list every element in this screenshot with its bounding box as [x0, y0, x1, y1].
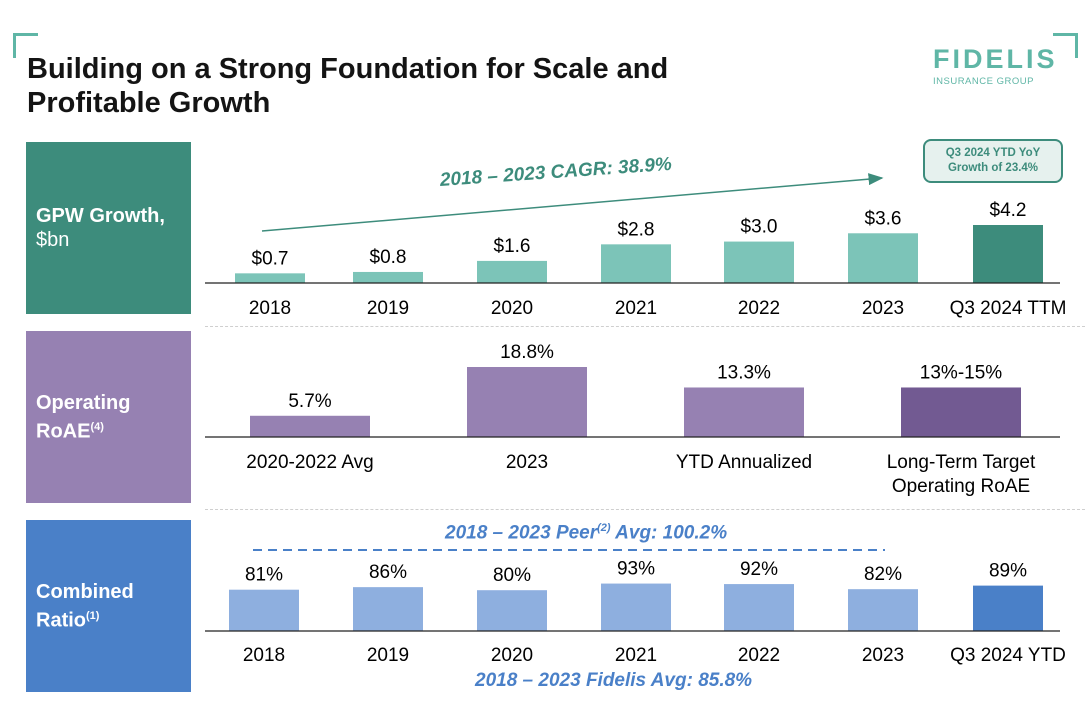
- roae-section-label: Operating RoAE(4): [26, 331, 191, 503]
- cr-bar: [724, 584, 794, 631]
- cr-category-label: 2019: [367, 645, 409, 666]
- cr-bar: [353, 587, 423, 631]
- gpw-value-label: $4.2: [990, 200, 1027, 221]
- gpw-bar: [353, 271, 423, 283]
- cr-bar: [601, 583, 671, 631]
- roae-category-label: YTD Annualized: [676, 452, 812, 473]
- cr-value-label: 93%: [617, 559, 655, 580]
- section-divider-2: [205, 509, 1085, 510]
- roae-category-label: Operating RoAE: [892, 476, 1030, 497]
- roae-label-footnote: (4): [90, 420, 104, 433]
- cagr-arrow: [261, 173, 884, 232]
- cr-label-line1: Combined: [36, 580, 134, 603]
- roae-label-line2: RoAE: [36, 420, 91, 443]
- gpw-value-label: $0.8: [370, 247, 407, 268]
- roae-category-label: 2023: [506, 452, 548, 473]
- cr-category-label: 2018: [243, 645, 285, 666]
- ytd-callout-line1: Q3 2024 YTD YoY: [945, 147, 1041, 159]
- cr-bar: [229, 589, 299, 631]
- cr-bar: [973, 585, 1043, 631]
- gpw-category-label: 2019: [367, 298, 409, 319]
- title-line-2: Profitable Growth: [27, 87, 271, 119]
- roae-category-label: 2020-2022 Avg: [246, 452, 374, 473]
- gpw-label-line2: $bn: [36, 229, 70, 251]
- roae-label-line1: Operating: [36, 391, 131, 414]
- gpw-value-label: $3.0: [741, 217, 778, 238]
- ytd-callout-line2: Growth of 23.4%: [947, 162, 1039, 174]
- fidelis-logo: FIDELIS INSURANCE GROUP: [933, 44, 1058, 87]
- cr-value-label: 80%: [493, 565, 531, 586]
- cr-category-label: 2020: [491, 645, 533, 666]
- roae-value-label: 18.8%: [500, 342, 554, 363]
- gpw-value-label: $2.8: [618, 219, 655, 240]
- cr-label-line2: Ratio: [36, 609, 86, 632]
- gpw-value-label: $0.7: [252, 248, 289, 269]
- roae-bar: [901, 387, 1021, 437]
- gpw-category-label: 2018: [249, 298, 291, 319]
- gpw-bar: [477, 260, 547, 283]
- gpw-label-line1: GPW Growth,: [36, 205, 165, 227]
- cr-value-label: 82%: [864, 564, 902, 585]
- cr-value-label: 92%: [740, 559, 778, 580]
- cr-bar: [848, 589, 918, 631]
- roae-value-label: 13%-15%: [920, 362, 1002, 383]
- cr-category-label: 2022: [738, 645, 780, 666]
- roae-category-label: Long-Term Target: [887, 452, 1036, 473]
- cr-category-label: 2023: [862, 645, 904, 666]
- peer-avg-text-start: 2018 – 2023 Peer: [445, 522, 598, 544]
- roae-value-label: 13.3%: [717, 362, 771, 383]
- logo-subtitle: INSURANCE GROUP: [933, 76, 1034, 87]
- gpw-category-label: 2023: [862, 298, 904, 319]
- corner-bracket-right: [1053, 33, 1078, 58]
- gpw-value-label: $1.6: [494, 236, 531, 257]
- roae-chart: 5.7% 18.8% 13.3% 13%-15% 2020-2022 Avg 2023 YT…: [205, 342, 1060, 497]
- cr-value-label: 81%: [245, 565, 283, 586]
- section-divider-1: [205, 326, 1085, 327]
- roae-bar: [250, 415, 370, 437]
- gpw-bar: [724, 241, 794, 283]
- gpw-bar: [235, 273, 305, 283]
- cr-bar: [477, 590, 547, 631]
- gpw-category-label: 2020: [491, 298, 533, 319]
- roae-bar: [684, 387, 804, 437]
- cr-category-label: 2021: [615, 645, 657, 666]
- peer-avg-annotation: 2018 – 2023 Peer(2) Avg: 100.2%: [445, 522, 727, 544]
- gpw-category-label: 2022: [738, 298, 780, 319]
- combined-ratio-chart: 81% 86% 80% 93% 92% 82% 89% 2018 2019 2020 2021 202…: [205, 559, 1066, 666]
- cr-section-label: Combined Ratio(1): [26, 520, 191, 692]
- page-title: Building on a Strong Foundation for Scal…: [27, 52, 787, 120]
- gpw-bar: [848, 233, 918, 283]
- gpw-value-label: $3.6: [865, 208, 902, 229]
- peer-avg-text-end: Avg: 100.2%: [610, 522, 728, 544]
- title-line-1: Building on a Strong Foundation for Scal…: [27, 53, 669, 85]
- cr-value-label: 86%: [369, 562, 407, 583]
- roae-value-label: 5.7%: [288, 391, 331, 412]
- gpw-bar: [601, 244, 671, 283]
- cr-value-label: 89%: [989, 561, 1027, 582]
- cr-label-footnote: (1): [86, 609, 100, 622]
- peer-avg-footnote: (2): [597, 522, 611, 534]
- roae-bar: [467, 367, 587, 437]
- gpw-bar: [973, 225, 1043, 283]
- fidelis-avg-annotation: 2018 – 2023 Fidelis Avg: 85.8%: [475, 670, 753, 691]
- corner-bracket-left: [13, 33, 38, 58]
- gpw-section-label: GPW Growth, $bn: [26, 142, 191, 314]
- logo-name: FIDELIS: [933, 44, 1058, 74]
- cr-category-label: Q3 2024 YTD: [950, 645, 1066, 666]
- ytd-growth-callout: Q3 2024 YTD YoY Growth of 23.4%: [923, 139, 1063, 183]
- gpw-category-label: Q3 2024 TTM: [950, 298, 1067, 319]
- gpw-category-label: 2021: [615, 298, 657, 319]
- gpw-chart: $0.7 $0.8 $1.6 $2.8 $3.0 $3.6 $4.2 2018 2019 2020…: [205, 200, 1066, 319]
